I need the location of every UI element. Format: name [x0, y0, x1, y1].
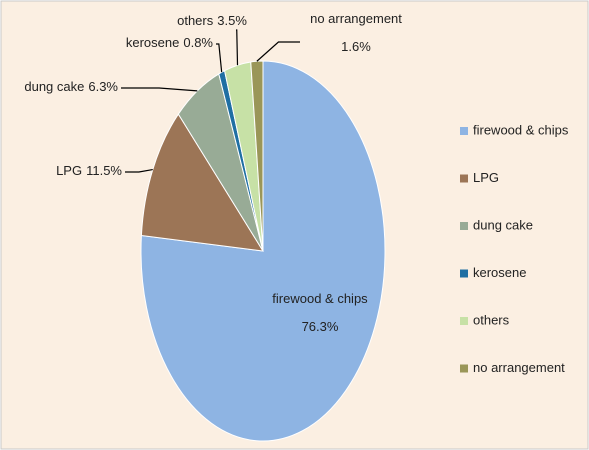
label-name: kerosene: [126, 35, 179, 50]
label-name: LPG: [56, 163, 82, 178]
legend-swatch: [460, 127, 468, 135]
leader-line: [121, 87, 198, 92]
label-value: 3.5%: [217, 13, 247, 28]
legend-label: firewood & chips: [473, 122, 569, 137]
legend-label: others: [473, 312, 510, 327]
legend-label: LPG: [473, 170, 499, 185]
legend-label: no arrangement: [473, 360, 565, 375]
legend-swatch: [460, 222, 468, 230]
label-value: 0.8%: [183, 35, 213, 50]
data-label: no arrangement 1.6%: [310, 11, 402, 54]
leader-line: [216, 43, 223, 73]
data-label: kerosene 0.8%: [126, 35, 214, 50]
label-name: dung cake: [24, 79, 84, 94]
leader-line: [236, 29, 239, 66]
data-label: LPG 11.5%: [56, 163, 122, 178]
label-value: 76.3%: [302, 319, 339, 334]
data-label: firewood & chips 76.3%: [272, 291, 368, 334]
legend-swatch: [460, 269, 468, 278]
legend-swatch: [460, 317, 468, 325]
label-name: no arrangement: [310, 11, 402, 26]
data-label: others 3.5%: [177, 13, 247, 28]
legend-swatch: [460, 174, 468, 183]
legend-label: dung cake: [473, 217, 533, 232]
label-value: 11.5%: [86, 163, 122, 178]
data-label: dung cake 6.3%: [24, 79, 118, 94]
label-name: firewood & chips: [272, 291, 368, 306]
leader-line: [256, 41, 300, 62]
legend-swatch: [460, 364, 468, 373]
label-value: 1.6%: [341, 39, 371, 54]
leader-line: [125, 168, 153, 173]
legend-label: kerosene: [473, 265, 526, 280]
label-value: 6.3%: [88, 79, 118, 94]
label-name: others: [177, 13, 214, 28]
